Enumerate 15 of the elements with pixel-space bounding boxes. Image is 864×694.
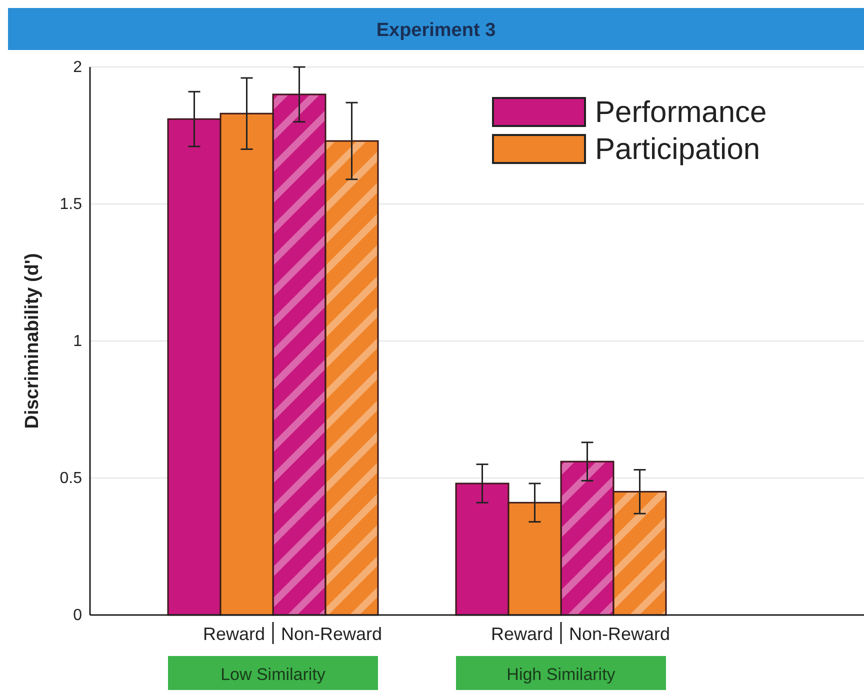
- y-tick-label: 0: [73, 607, 82, 624]
- chart-title: Experiment 3: [376, 20, 496, 41]
- x-tick-label: Non-Reward: [281, 624, 382, 644]
- y-tick-label: 1.5: [60, 196, 82, 214]
- legend-label: Performance: [595, 96, 767, 129]
- y-axis-title: Discriminability (d'): [22, 253, 43, 429]
- y-tick-label: 0.5: [60, 470, 82, 488]
- y-tick-label: 2: [73, 59, 82, 76]
- x-tick-label: Reward: [490, 624, 553, 644]
- text: Low Similarity: [220, 665, 326, 684]
- x-tick-label: Non-Reward: [569, 624, 670, 644]
- legend-label: Participation: [595, 133, 760, 166]
- y-tick-label: 1: [73, 333, 82, 350]
- text: High Similarity: [506, 665, 616, 684]
- x-tick-label: Reward: [202, 624, 265, 644]
